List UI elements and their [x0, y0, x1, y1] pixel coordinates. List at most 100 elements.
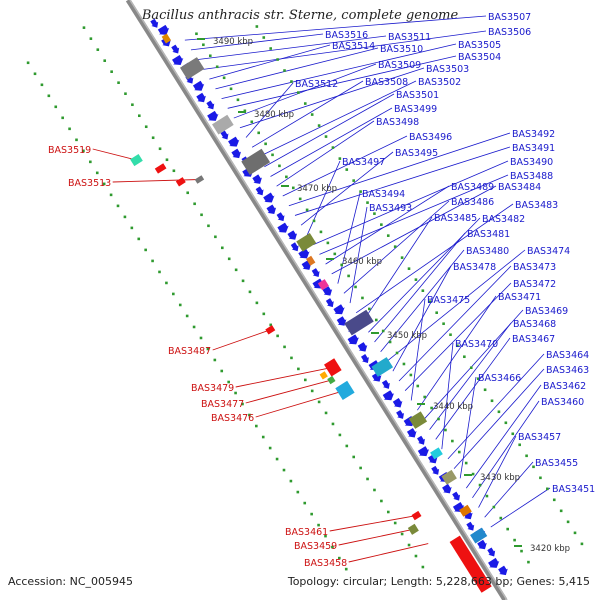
tick-dot: [373, 212, 376, 215]
tick-dot: [414, 554, 418, 558]
tick-dot: [324, 411, 328, 415]
tick-dot: [165, 158, 169, 162]
forward-gene-label: BAS3486: [451, 197, 494, 208]
forward-leader-line: [215, 47, 379, 90]
tick-dot: [506, 527, 509, 531]
forward-leader-line: [245, 82, 294, 138]
tick-dot: [117, 81, 120, 85]
forward-gene-label: BAS3483: [515, 200, 558, 211]
forward-leader-line: [465, 384, 542, 489]
reverse-gene: [130, 153, 143, 167]
tick-dot: [268, 446, 272, 450]
tick-dot: [102, 182, 106, 186]
tick-dot: [444, 428, 447, 432]
forward-leader-line: [197, 35, 387, 61]
tick-dot: [151, 136, 155, 140]
forward-gene-arrow: [298, 248, 310, 259]
kbp-tick-label: 3470 kbp: [297, 184, 337, 194]
tick-dot: [261, 435, 265, 439]
tick-dot: [33, 72, 37, 76]
forward-gene-label: BAS3516: [325, 30, 368, 41]
forward-leader-line: [300, 151, 394, 226]
forward-gene-arrow: [263, 192, 275, 203]
tick-dot: [241, 402, 244, 406]
forward-gene-arrow: [196, 92, 206, 103]
forward-gene-arrow: [290, 242, 299, 252]
tick-dot: [68, 127, 71, 131]
tick-dot: [262, 36, 266, 39]
forward-gene-label: BAS3512: [295, 79, 338, 90]
tick-dot: [331, 422, 335, 426]
tick-dot: [331, 545, 334, 549]
tick-dot: [435, 311, 438, 315]
tick-dot: [347, 274, 350, 278]
tick-dot: [186, 191, 190, 195]
tick-dot: [464, 461, 468, 465]
tick-dot: [566, 520, 570, 524]
forward-gene-label: BAS3490: [510, 157, 553, 168]
tick-dot: [255, 25, 259, 28]
tick-dot: [310, 512, 313, 516]
tick-dot: [580, 542, 584, 546]
forward-gene-arrow: [477, 539, 487, 550]
forward-gene-label: BAS3503: [426, 64, 469, 75]
tick-dot: [109, 193, 113, 197]
forward-leader-line: [184, 15, 487, 41]
forward-leader-line: [349, 206, 368, 304]
forward-gene-label: BAS3502: [418, 77, 461, 88]
forward-gene-arrow: [488, 557, 500, 568]
tick-dot: [144, 248, 147, 252]
tick-dot: [220, 246, 224, 250]
forward-leader-line: [374, 232, 466, 343]
tick-dot: [172, 292, 175, 296]
forward-leader-line: [337, 192, 361, 284]
tick-dot: [345, 444, 349, 448]
tick-dot: [414, 278, 418, 281]
forward-gene-label: BAS3507: [488, 12, 531, 23]
tick-dot: [297, 91, 300, 94]
forward-gene-label: BAS3485: [434, 213, 477, 224]
tick-dot: [366, 477, 369, 481]
forward-gene-arrow: [206, 100, 215, 110]
forward-gene-label: BAS3464: [546, 350, 589, 361]
reverse-leader-line: [92, 148, 137, 161]
reverse-gene-label: BAS3477: [201, 399, 244, 410]
reverse-gene: [324, 358, 342, 377]
tick-dot: [227, 257, 231, 261]
tick-dot: [539, 476, 542, 480]
tick-dot: [214, 235, 217, 239]
forward-gene-arrow: [322, 286, 333, 296]
gene-features: [130, 18, 508, 593]
forward-leader-line: [319, 174, 509, 255]
forward-leader-line: [239, 67, 425, 129]
forward-leader-line: [203, 30, 487, 70]
tick-dot: [296, 490, 300, 494]
reverse-gene-label: BAS3479: [191, 383, 234, 394]
forward-gene-label: BAS3482: [482, 214, 525, 225]
reverse-leader-line: [329, 515, 417, 532]
tick-dot: [386, 510, 390, 514]
forward-gene-arrow: [336, 316, 347, 326]
reverse-gene: [407, 523, 419, 535]
tick-dot: [178, 303, 182, 307]
forward-gene-label: BAS3474: [527, 246, 570, 257]
forward-gene-label: BAS3475: [427, 295, 470, 306]
reverse-leader-line: [235, 366, 333, 388]
tick-dot: [234, 391, 237, 395]
tick-dot: [289, 479, 293, 483]
tick-dot: [345, 168, 349, 171]
forward-gene-label: BAS3493: [369, 203, 412, 214]
forward-leader-line: [361, 216, 433, 323]
forward-leader-line: [404, 282, 512, 391]
reverse-gene-label: BAS3476: [211, 413, 254, 424]
tick-dot: [386, 234, 390, 237]
tick-dot: [310, 389, 314, 393]
forward-gene-label: BAS3495: [395, 148, 438, 159]
forward-leader-line: [270, 107, 393, 177]
tick-dot: [206, 347, 210, 351]
tick-dot: [255, 301, 259, 305]
forward-gene-label: BAS3484: [498, 182, 541, 193]
forward-gene-arrow: [347, 334, 359, 345]
forward-leader-line: [429, 322, 512, 430]
